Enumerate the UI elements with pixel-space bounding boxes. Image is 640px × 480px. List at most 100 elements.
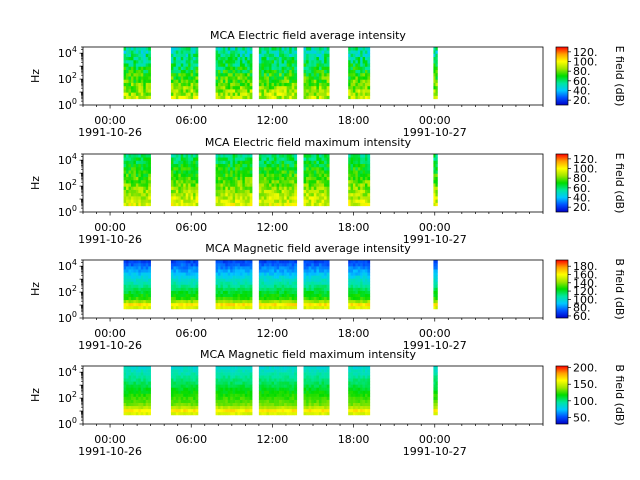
spectrogram-cell xyxy=(258,393,262,397)
spectrogram-cell xyxy=(185,278,189,282)
spectrogram-cell xyxy=(244,154,248,158)
spectrogram-cell xyxy=(316,299,320,304)
spectrogram-cell xyxy=(279,375,282,379)
spectrogram-cell xyxy=(190,275,194,279)
spectrogram-cell xyxy=(249,390,253,394)
spectrogram-cell xyxy=(291,79,295,83)
spectrogram-cell xyxy=(321,76,325,80)
spectrogram-cell xyxy=(227,179,231,184)
spectrogram-cell xyxy=(352,95,356,100)
spectrogram-cell xyxy=(352,166,356,171)
spectrogram-cell xyxy=(324,72,327,77)
spectrogram-cell xyxy=(350,56,354,61)
spectrogram-cell xyxy=(183,72,186,77)
spectrogram-cell xyxy=(145,411,149,416)
spectrogram-cell xyxy=(266,378,270,382)
spectrogram-cell xyxy=(321,366,325,370)
spectrogram-cell xyxy=(193,56,196,61)
spectrogram-cell xyxy=(178,266,182,270)
spectrogram-cell xyxy=(324,157,327,161)
spectrogram-cell xyxy=(289,381,293,385)
spectrogram-cell xyxy=(128,179,132,184)
spectrogram-cell xyxy=(190,66,194,70)
spectrogram-cell xyxy=(365,170,368,174)
spectrogram-cell xyxy=(274,66,277,70)
spectrogram-cell xyxy=(135,378,139,382)
spectrogram-cell xyxy=(170,199,174,203)
colorbar-tick-label: 160. xyxy=(573,269,598,282)
spectrogram-cell xyxy=(367,179,371,184)
spectrogram-cell xyxy=(230,302,233,307)
spectrogram-cell xyxy=(237,53,241,58)
spectrogram-cell xyxy=(268,275,272,279)
colorbar-tick-label: 60. xyxy=(573,182,591,195)
spectrogram-cell xyxy=(362,157,366,161)
spectrogram-cell xyxy=(130,275,134,279)
spectrogram-cell xyxy=(218,372,221,376)
spectrogram-cell xyxy=(235,199,238,203)
spectrogram-cell xyxy=(247,82,250,87)
spectrogram-cell xyxy=(235,202,238,207)
spectrogram-cell xyxy=(311,56,315,61)
spectrogram-cell xyxy=(218,396,221,400)
spectrogram-cell xyxy=(222,186,226,190)
spectrogram-cell xyxy=(284,85,287,90)
spectrogram-cell xyxy=(138,396,142,400)
spectrogram-cell xyxy=(249,189,253,194)
spectrogram-cell xyxy=(274,189,277,194)
spectrogram-cell xyxy=(284,183,287,187)
spectrogram-cell xyxy=(261,166,265,171)
spectrogram-cell xyxy=(133,369,137,373)
spectrogram-cell xyxy=(173,299,177,304)
spectrogram-cell xyxy=(324,384,327,388)
spectrogram-cell xyxy=(311,170,315,174)
spectrogram-cell xyxy=(321,85,325,90)
spectrogram-cell xyxy=(239,63,243,67)
spectrogram-cell xyxy=(215,183,219,187)
spectrogram-cell xyxy=(324,202,327,207)
spectrogram-cell xyxy=(276,72,280,77)
spectrogram-cell xyxy=(130,56,134,61)
colorbar-tick-label: 180. xyxy=(573,260,598,273)
spectrogram-cell xyxy=(188,263,191,267)
spectrogram-cell xyxy=(362,183,366,187)
spectrogram-cell xyxy=(286,387,290,391)
spectrogram-cell xyxy=(230,296,233,301)
spectrogram-cell xyxy=(133,66,137,70)
spectrogram-cell xyxy=(235,293,238,298)
spectrogram-cell xyxy=(175,199,179,203)
spectrogram-cell xyxy=(145,372,149,376)
spectrogram-cell xyxy=(193,290,196,294)
spectrogram-cell xyxy=(266,186,270,190)
spectrogram-cell xyxy=(247,59,250,64)
spectrogram-cell xyxy=(170,186,174,190)
spectrogram-cell xyxy=(175,287,179,291)
spectrogram-cell xyxy=(289,157,293,161)
spectrogram-cell xyxy=(308,163,312,168)
spectrogram-cell xyxy=(143,189,147,194)
spectrogram-cell xyxy=(235,160,238,165)
spectrogram-cell xyxy=(239,402,243,407)
spectrogram-cell xyxy=(247,154,250,158)
spectrogram-cell xyxy=(291,92,295,96)
spectrogram-cell xyxy=(178,176,182,181)
spectrogram-cell xyxy=(289,387,293,391)
spectrogram-cell xyxy=(180,89,184,93)
spectrogram-cell xyxy=(308,66,312,70)
spectrogram-cell xyxy=(148,366,151,370)
spectrogram-cell xyxy=(188,266,191,270)
spectrogram-cell xyxy=(185,199,189,203)
spectrogram-cell xyxy=(235,299,238,304)
spectrogram-cell xyxy=(360,163,363,168)
spectrogram-cell xyxy=(123,85,127,90)
spectrogram-cell xyxy=(188,290,191,294)
spectrogram-cell xyxy=(258,375,262,379)
spectrogram-cell xyxy=(218,79,221,83)
spectrogram-cell xyxy=(143,196,147,200)
spectrogram-cell xyxy=(138,183,142,187)
spectrogram-cell xyxy=(173,199,177,203)
spectrogram-cell xyxy=(230,275,233,279)
spectrogram-cell xyxy=(291,369,295,373)
spectrogram-cell xyxy=(258,59,262,64)
spectrogram-cell xyxy=(239,375,243,379)
